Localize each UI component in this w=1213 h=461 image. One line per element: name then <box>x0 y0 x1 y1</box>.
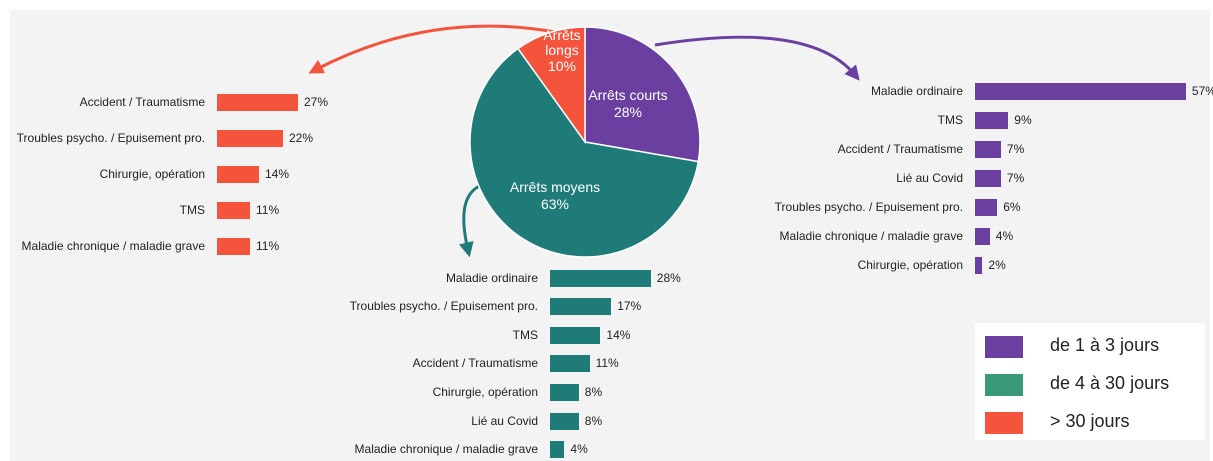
value-label: 6% <box>1003 199 1021 214</box>
y-tick-label: TMS <box>512 327 538 342</box>
bar <box>217 201 250 219</box>
bar <box>975 198 998 216</box>
slice-value: 28% <box>614 104 642 120</box>
y-tick-label: Maladie chronique / maladie grave <box>21 238 205 253</box>
bar <box>550 441 565 459</box>
legend-swatch <box>985 412 1023 434</box>
bar <box>975 169 1001 187</box>
bar <box>550 326 601 344</box>
value-label: 17% <box>617 299 642 314</box>
bar <box>550 298 612 316</box>
value-label: 57% <box>1191 83 1213 98</box>
value-label: 11% <box>256 238 280 253</box>
value-label: 11% <box>256 202 280 217</box>
arrow <box>654 35 860 81</box>
bar <box>550 355 590 373</box>
y-tick-label: Accident / Traumatisme <box>412 356 538 371</box>
slice-label: Arrêts moyens <box>510 179 600 195</box>
slice-value: 63% <box>541 196 569 212</box>
legend: de 1 à 3 jours de 4 à 30 jours > 30 jours <box>975 323 1205 440</box>
bar <box>217 165 259 183</box>
bar <box>975 227 990 245</box>
value-label: 4% <box>995 228 1014 243</box>
value-label: 28% <box>656 270 681 285</box>
bar <box>217 93 298 111</box>
bar <box>217 237 250 255</box>
bar <box>550 412 579 430</box>
y-tick-label: TMS <box>179 202 205 217</box>
y-tick-label: Maladie chronique / maladie grave <box>354 442 538 457</box>
slice-label: Arrêts courts <box>588 87 667 103</box>
y-tick-label: Lié au Covid <box>471 413 538 428</box>
y-tick-label: Maladie ordinaire <box>445 270 538 285</box>
bar <box>975 111 1009 129</box>
y-tick-label: Maladie ordinaire <box>870 83 963 98</box>
value-label: 2% <box>988 257 1006 272</box>
y-tick-label: Lié au Covid <box>896 170 963 185</box>
y-tick-label: Chirurgie, opération <box>99 166 205 181</box>
value-label: 8% <box>584 413 603 428</box>
legend-label: de 1 à 3 jours <box>1050 335 1160 355</box>
value-label: 14% <box>606 327 631 342</box>
pie-slice <box>469 47 700 258</box>
value-label: 4% <box>570 442 588 457</box>
value-label: 9% <box>1014 112 1032 127</box>
y-tick-label: Accident / Traumatisme <box>79 94 205 109</box>
slice-value: 10% <box>548 58 576 74</box>
value-label: 22% <box>289 130 314 145</box>
value-label: 7% <box>1006 141 1025 156</box>
y-tick-label: Chirurgie, opération <box>432 384 538 399</box>
value-label: 11% <box>595 356 619 371</box>
pie-slice <box>584 26 701 163</box>
slice-label: Arrêts longs <box>543 27 580 58</box>
y-tick-label: Chirurgie, opération <box>857 257 963 272</box>
value-label: 7% <box>1006 170 1025 185</box>
value-label: 8% <box>584 384 603 399</box>
bar <box>975 82 1186 100</box>
y-tick-label: Troubles psycho. / Epuisement pro. <box>349 299 538 314</box>
arrow <box>458 183 483 258</box>
legend-swatch <box>985 336 1023 358</box>
bar <box>975 140 1001 158</box>
pie-slice <box>516 26 586 145</box>
y-tick-label: Maladie chronique / maladie grave <box>779 228 963 243</box>
legend-label: > 30 jours <box>1050 411 1130 431</box>
arrow <box>308 24 556 74</box>
bar <box>975 256 983 274</box>
bar <box>550 269 651 287</box>
value-label: 14% <box>265 166 290 181</box>
value-label: 27% <box>304 94 329 109</box>
y-tick-label: Accident / Traumatisme <box>837 141 963 156</box>
bar <box>550 383 579 401</box>
legend-label: de 4 à 30 jours <box>1050 373 1170 393</box>
legend-swatch <box>985 374 1023 396</box>
y-tick-label: Troubles psycho. / Epuisement pro. <box>774 199 963 214</box>
bar <box>217 129 283 147</box>
y-tick-label: TMS <box>937 112 963 127</box>
y-tick-label: Troubles psycho. / Epuisement pro. <box>16 130 205 145</box>
